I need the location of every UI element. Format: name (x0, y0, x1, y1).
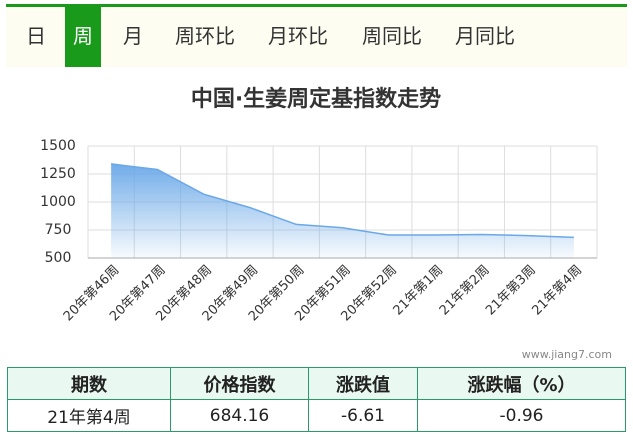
x-tick-label: 21年第4周 (529, 263, 585, 319)
tab[interactable]: 月 (123, 24, 143, 48)
header-cell: 期数 (7, 367, 171, 400)
tab[interactable]: 日 (26, 24, 46, 48)
tab[interactable]: 周环比 (175, 24, 235, 48)
cell: -6.61 (308, 399, 418, 432)
y-tick-label: 1000 (40, 194, 76, 210)
chart-title: 中国·生姜周定基指数走势 (191, 86, 441, 112)
tab[interactable]: 周 (65, 7, 101, 67)
area-fill (111, 163, 574, 258)
header-cell: 价格指数 (170, 367, 309, 400)
tab[interactable]: 月环比 (268, 24, 328, 48)
y-tick-label: 750 (45, 222, 72, 238)
header-cell: 涨跌值 (308, 367, 418, 400)
tab[interactable]: 周同比 (362, 24, 422, 48)
cell: 21年第4周 (7, 399, 171, 432)
cell: -0.96 (417, 399, 626, 432)
y-tick-label: 1250 (40, 166, 76, 182)
chart: 中国·生姜周定基指数走势 www.jiang7.com 500 750 1000 12… (40, 86, 612, 361)
y-tick-label: 1500 (40, 138, 76, 154)
y-tick-label: 500 (45, 250, 72, 266)
summary-table: 期数 价格指数 涨跌值 涨跌幅（%） 21年第4周 684.16 -6.61 -0.96 (7, 367, 626, 432)
tab-bar: 日 周 月 周环比 月环比 周同比 月同比 (6, 4, 627, 67)
watermark: www.jiang7.com (522, 348, 612, 361)
line (111, 163, 574, 239)
cell: 684.16 (170, 399, 309, 432)
header-cell: 涨跌幅（%） (417, 367, 626, 400)
tab[interactable]: 月同比 (455, 24, 515, 48)
